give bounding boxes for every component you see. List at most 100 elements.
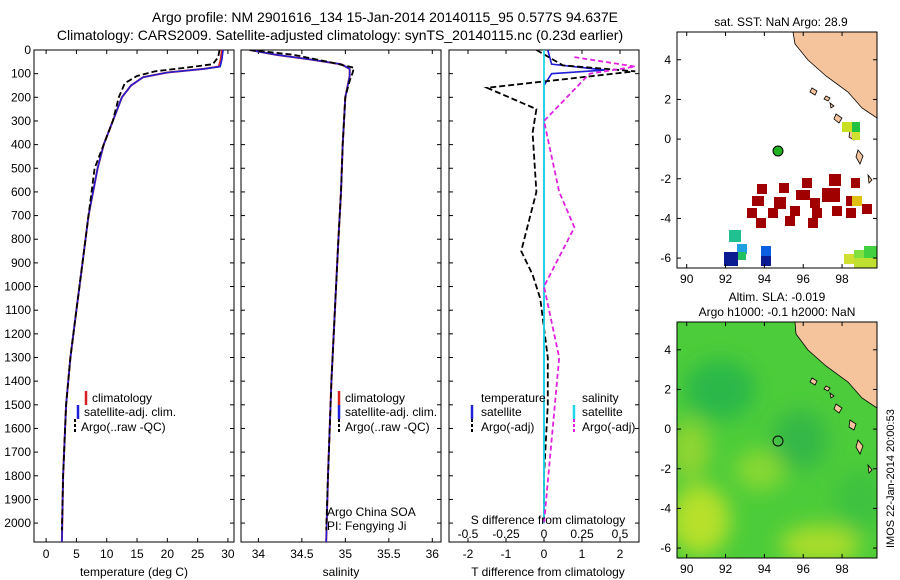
salinity-xlabel: salinity [323, 565, 360, 579]
series-line-t-argo [483, 50, 636, 524]
legend-argo-label: Argo(..raw -QC) [345, 420, 430, 434]
argo-float-marker [772, 435, 784, 447]
legend-salinity-title: salinity [582, 391, 619, 405]
difference-tick-label: -2 [463, 547, 474, 561]
legend-climatology-label: climatology [345, 391, 405, 405]
legend-t-argo-label: Argo(-adj) [481, 420, 534, 434]
sst-map-frame [676, 31, 878, 269]
sst-map-title: sat. SST: NaN Argo: 28.9 [714, 15, 848, 29]
difference-tick-label: 2 [617, 547, 624, 561]
map-lat-label: -4 [660, 501, 671, 515]
difference-x-ticks: -2 -1 0 1 2 -0.5 -0.25 0 0.25 0.5 [458, 50, 629, 561]
map-lat-label: -4 [660, 211, 671, 225]
s-difference-tick-label: 0.5 [612, 527, 629, 541]
temperature-x-ticks: 0 5 10 15 20 25 30 [43, 50, 235, 561]
sla-map-frame [676, 321, 878, 559]
depth-tick-label: 2000 [4, 516, 31, 530]
depth-tick-label: 100 [11, 67, 31, 81]
map-lon-label: 96 [797, 272, 811, 286]
legend-satellite-label: satellite-adj. clim. [345, 405, 437, 419]
depth-tick-label: 1600 [4, 421, 31, 435]
map-lat-label: 4 [664, 343, 671, 357]
temperature-panel: 0100200300400500600700800900100011001200… [4, 43, 235, 579]
sst-map-panel: sat. SST: NaN Argo: 28.9 [660, 15, 878, 286]
depth-tick-label: 300 [11, 114, 31, 128]
depth-tick-label: 900 [11, 256, 31, 270]
temperature-tick-label: 30 [221, 547, 235, 561]
argo-float-marker [772, 145, 784, 157]
imos-footer: IMOS 22-Jan-2014 20:00:53 [885, 409, 897, 548]
s-difference-tick-label: 0 [541, 527, 548, 541]
legend-temperature-title: temperature [481, 391, 546, 405]
temperature-axes [33, 49, 235, 543]
map-lat-label: 2 [664, 382, 671, 396]
difference-depth-ticks [449, 49, 639, 524]
sla-map-title-1: Altim. SLA: -0.019 [729, 290, 826, 304]
depth-tick-label: 1800 [4, 469, 31, 483]
depth-tick-label: 700 [11, 209, 31, 223]
difference-tick-label: 0 [541, 547, 548, 561]
depth-tick-label: 0 [24, 43, 31, 57]
map-lat-label: -2 [660, 462, 671, 476]
map-lat-label: 0 [664, 422, 671, 436]
salinity-axes [240, 49, 442, 543]
s-difference-label: S difference from climatology [471, 513, 626, 527]
difference-tick-label: 1 [579, 547, 586, 561]
difference-lines [483, 50, 636, 524]
legend-argo-label: Argo(..raw -QC) [81, 420, 166, 434]
sst-map-content [724, 32, 877, 268]
s-difference-tick-label: -0.5 [458, 527, 479, 541]
map-lon-label: 98 [835, 272, 849, 286]
temperature-tick-label: 20 [161, 547, 175, 561]
salinity-panel: 34 34.5 35 35.5 36 salinity climatology sate… [240, 49, 442, 579]
temperature-tick-label: 15 [130, 547, 144, 561]
depth-tick-label: 1700 [4, 445, 31, 459]
figure-title-line1: Argo profile: NM 2901616_134 15-Jan-2014… [152, 9, 618, 25]
legend-t-satellite-label: satellite [481, 405, 522, 419]
map-lon-label: 98 [835, 562, 849, 576]
legend-satellite-label: satellite-adj. clim. [84, 405, 176, 419]
sst-cells [724, 122, 877, 268]
difference-panel: -2 -1 0 1 2 -0.5 -0.25 0 0.25 0.5 S difference fr… [448, 49, 640, 579]
temperature-tick-label: 10 [100, 547, 114, 561]
depth-ticks: 0 100 200 300 400 500 600 700 800 900 1000 1100 1200… [4, 43, 234, 530]
temperature-tick-label: 25 [191, 547, 205, 561]
map-lat-label: 2 [664, 92, 671, 106]
map-lon-label: 90 [680, 562, 694, 576]
depth-tick-label: 1200 [4, 327, 31, 341]
legend-s-satellite-label: satellite [582, 405, 623, 419]
depth-tick-label: 1000 [4, 280, 31, 294]
series-line-s-argo [543, 56, 636, 524]
figure-title-line2: Climatology: CARS2009. Satellite-adjuste… [57, 27, 623, 43]
series-line-argo [249, 50, 356, 531]
salinity-legend: climatology satellite-adj. clim. Argo(..… [337, 391, 437, 434]
operator-annotation: Argo China SOA [327, 505, 416, 519]
depth-tick-label: 1100 [5, 303, 31, 317]
salinity-tick-label: 34 [252, 547, 266, 561]
depth-tick-label: 500 [11, 161, 31, 175]
sla-anomalies [677, 360, 877, 558]
sst-map-ticks: 90 92 94 96 98 4 2 0 -2 -4 -6 [660, 32, 877, 286]
sumatra-land [792, 32, 877, 119]
pi-annotation: PI: Fengying Ji [327, 519, 406, 533]
depth-tick-label: 600 [11, 185, 31, 199]
difference-legend: temperature salinity satellite Argo(-adj… [470, 391, 635, 434]
difference-tick-label: -1 [501, 547, 512, 561]
salinity-tick-label: 35 [339, 547, 353, 561]
temperature-legend: climatology satellite-adj. clim. Argo(..… [74, 391, 176, 434]
sla-map-ticks: 90 92 94 96 98 4 2 0 -2 -4 -6 [660, 322, 877, 576]
depth-tick-label: 1500 [4, 398, 31, 412]
salinity-tick-label: 35.5 [377, 547, 401, 561]
map-lat-label: -6 [660, 251, 671, 265]
map-lon-label: 92 [719, 272, 733, 286]
s-difference-tick-label: -0.25 [492, 527, 520, 541]
legend-s-argo-label: Argo(-adj) [582, 420, 635, 434]
map-lat-label: 4 [664, 53, 671, 67]
map-lon-label: 96 [797, 562, 811, 576]
t-difference-xlabel: T difference from climatology [471, 565, 625, 579]
salinity-lines [249, 50, 356, 542]
map-lon-label: 92 [719, 562, 733, 576]
salinity-depth-ticks [241, 49, 441, 524]
map-lon-label: 94 [758, 272, 772, 286]
